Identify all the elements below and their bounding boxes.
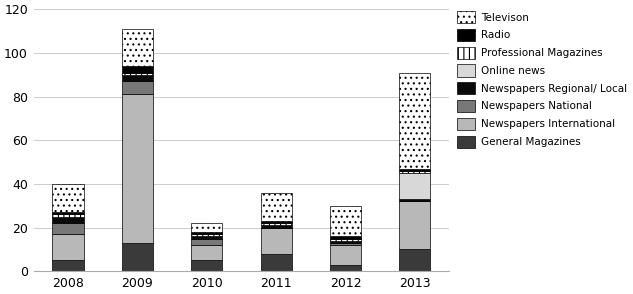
Bar xyxy=(53,260,84,271)
Bar xyxy=(53,223,84,234)
Bar xyxy=(53,217,84,223)
Bar xyxy=(399,173,430,199)
Bar xyxy=(330,265,361,271)
Bar xyxy=(122,243,153,271)
Bar xyxy=(399,249,430,271)
Bar xyxy=(191,245,222,260)
Bar xyxy=(399,199,430,201)
Bar xyxy=(191,234,222,236)
Bar xyxy=(261,221,292,223)
Bar xyxy=(261,228,292,254)
Bar xyxy=(122,29,153,66)
Bar xyxy=(191,238,222,245)
Bar xyxy=(122,73,153,75)
Bar xyxy=(122,81,153,94)
Bar xyxy=(330,241,361,243)
Bar xyxy=(330,243,361,245)
Bar xyxy=(330,206,361,236)
Bar xyxy=(53,212,84,215)
Bar xyxy=(399,171,430,173)
Bar xyxy=(53,184,84,212)
Bar xyxy=(399,201,430,249)
Bar xyxy=(399,169,430,171)
Bar xyxy=(261,193,292,221)
Bar xyxy=(191,223,222,232)
Bar xyxy=(330,245,361,265)
Bar xyxy=(261,254,292,271)
Bar xyxy=(122,66,153,73)
Legend: Televison, Radio, Professional Magazines, Online news, Newspapers Regional/ Loca: Televison, Radio, Professional Magazines… xyxy=(454,9,629,150)
Bar xyxy=(191,232,222,234)
Bar xyxy=(53,234,84,260)
Bar xyxy=(122,94,153,243)
Bar xyxy=(261,225,292,228)
Bar xyxy=(122,75,153,81)
Bar xyxy=(191,236,222,238)
Bar xyxy=(399,73,430,169)
Bar xyxy=(330,238,361,241)
Bar xyxy=(53,215,84,217)
Bar xyxy=(330,236,361,238)
Bar xyxy=(191,260,222,271)
Bar xyxy=(261,223,292,225)
